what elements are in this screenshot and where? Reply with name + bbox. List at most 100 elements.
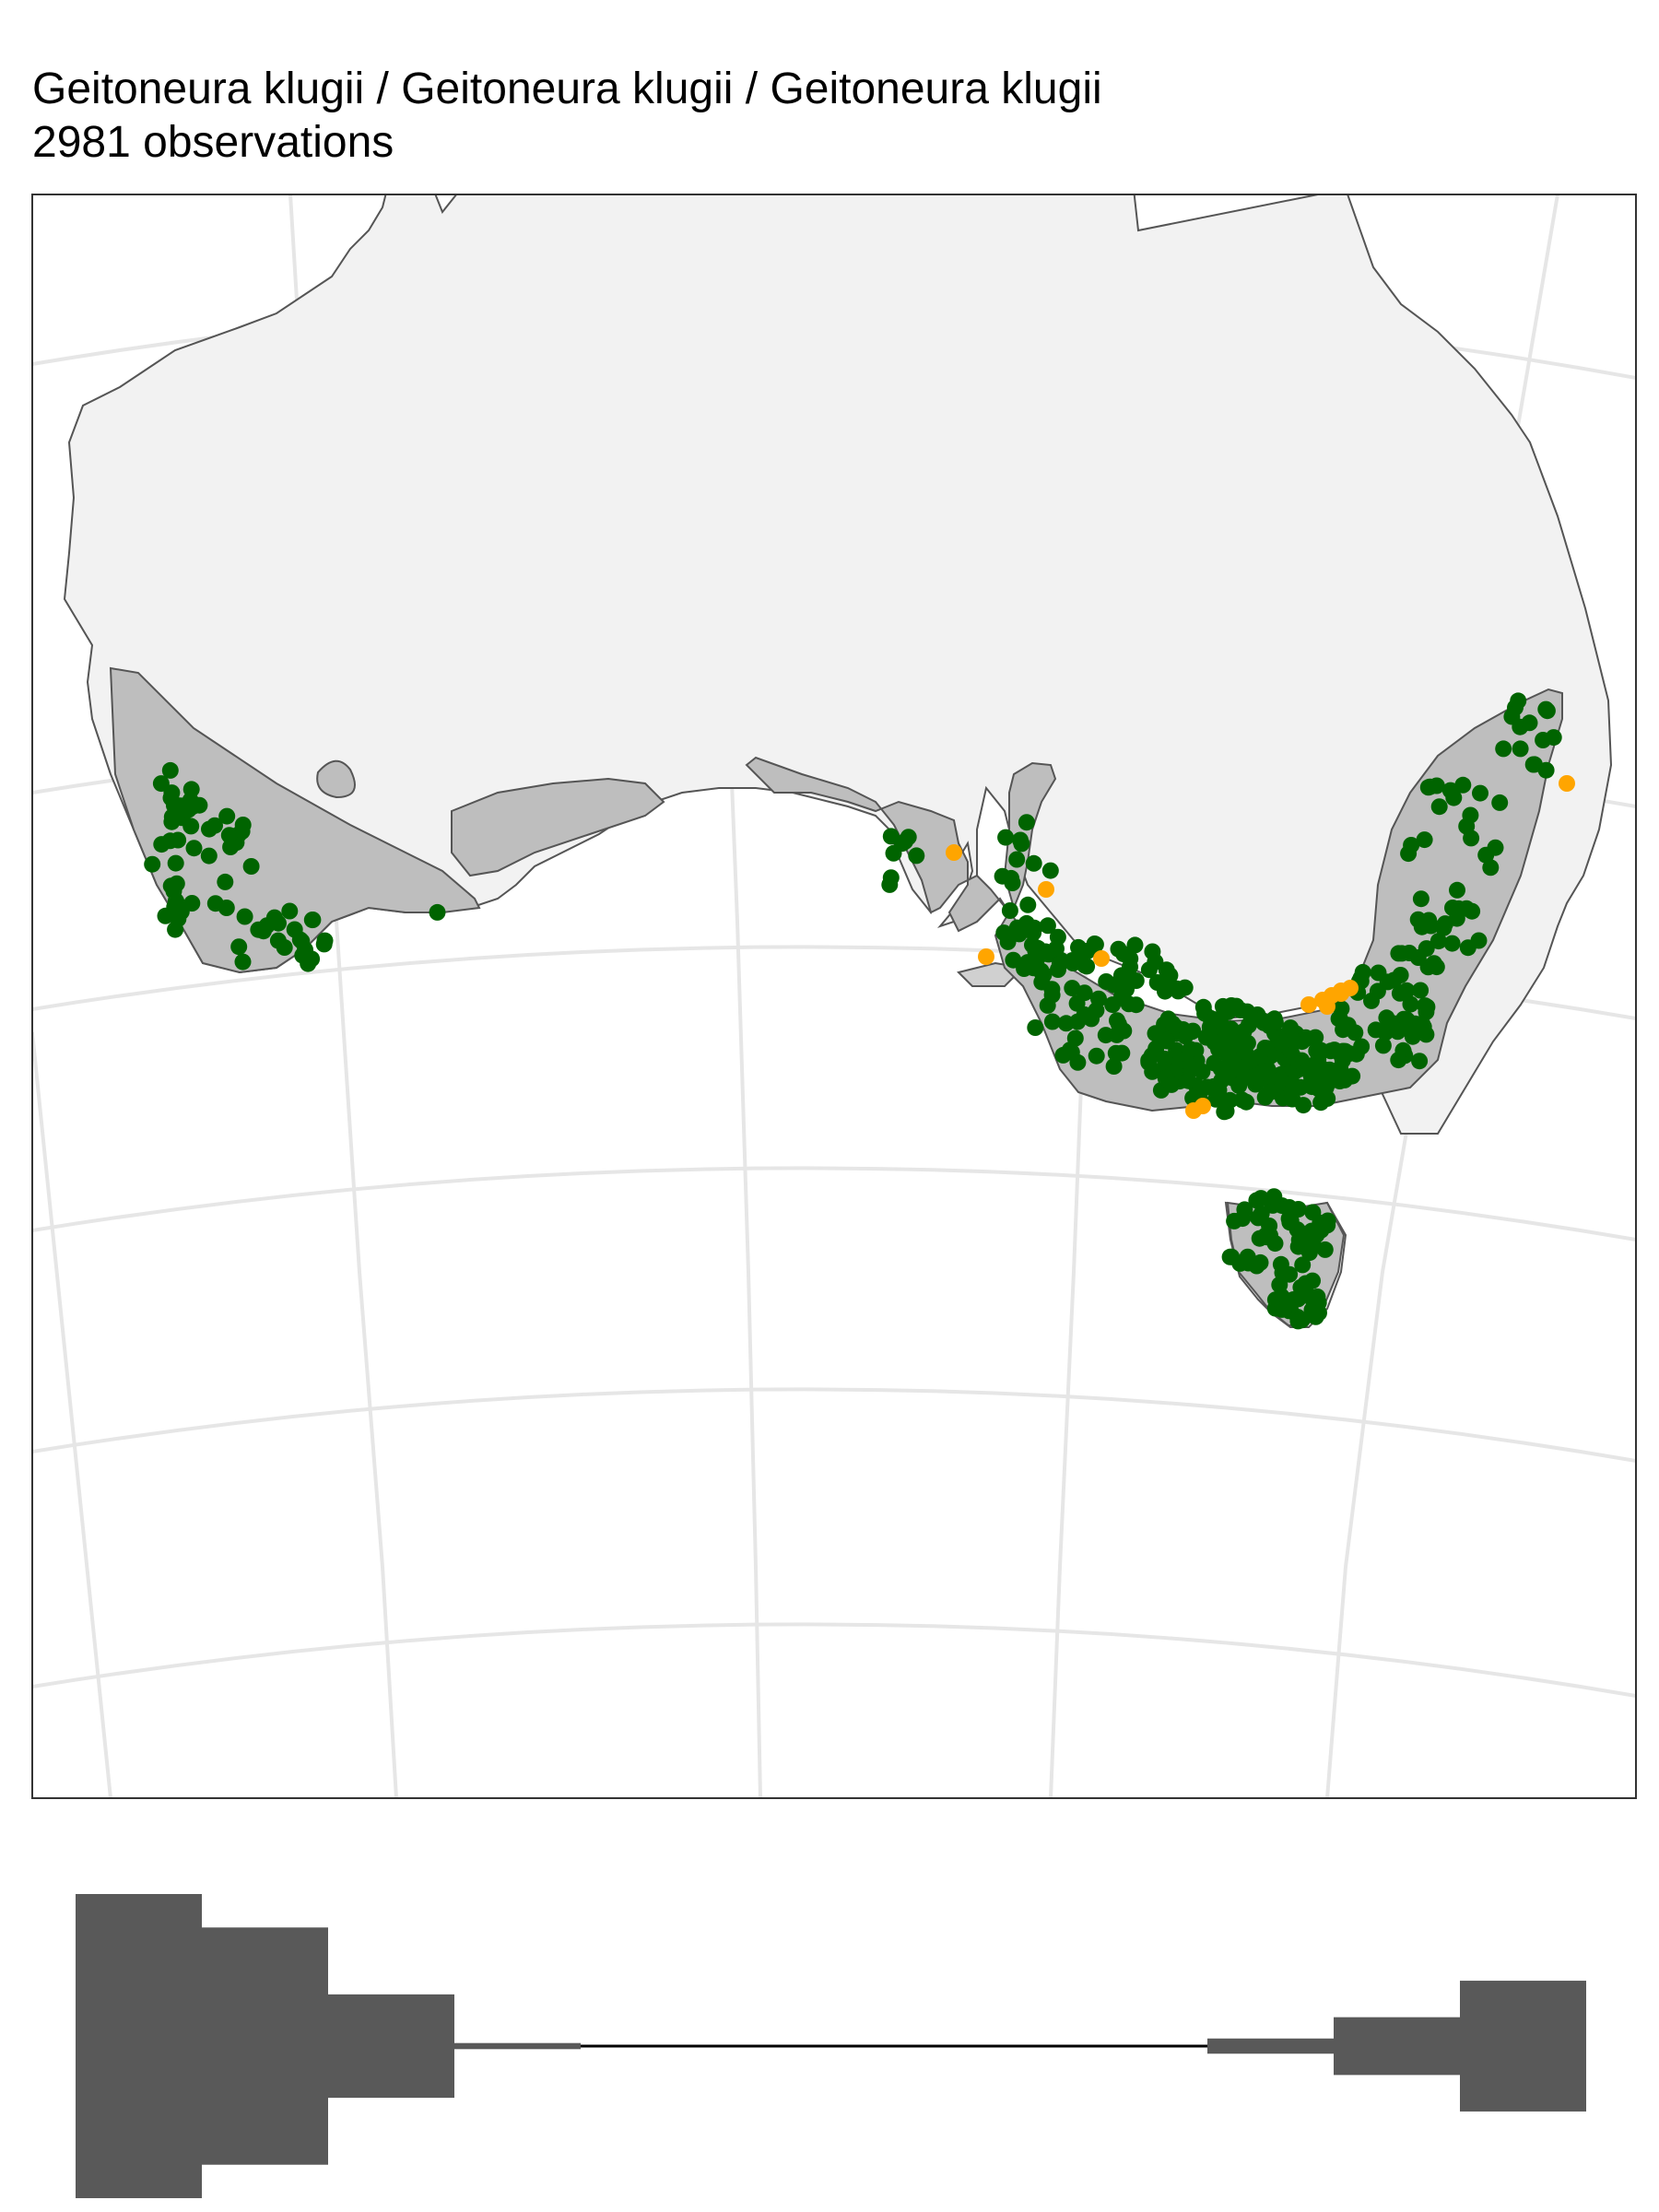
observation-point — [1311, 1080, 1328, 1098]
observation-count: 2981 observations — [32, 118, 394, 167]
observation-point — [1105, 1058, 1123, 1075]
observation-point — [1463, 830, 1480, 847]
observation-point — [144, 855, 161, 873]
observation-point — [1041, 862, 1059, 879]
observation-point — [1086, 935, 1103, 952]
observation-point — [1027, 1019, 1044, 1036]
observation-point — [1411, 1053, 1429, 1070]
observation-point — [1537, 761, 1555, 779]
observation-point — [217, 873, 234, 890]
observation-point — [294, 947, 312, 964]
observation-point — [1278, 1297, 1296, 1314]
observation-point — [236, 908, 253, 925]
observation-point — [997, 829, 1015, 846]
observation-point — [1294, 1256, 1312, 1274]
observation-point — [1495, 740, 1512, 758]
observation-point — [1239, 1034, 1256, 1052]
observation-point — [1226, 1212, 1243, 1230]
observation-point — [429, 903, 446, 921]
observation-point — [234, 953, 252, 971]
observation-point — [1126, 936, 1144, 954]
observation-point — [1510, 692, 1527, 710]
observation-point — [1019, 896, 1037, 913]
observation-point — [1443, 935, 1461, 952]
observation-point — [1425, 955, 1442, 972]
observation-point — [185, 840, 203, 857]
observation-point — [1412, 982, 1430, 999]
observation-point — [1464, 902, 1481, 920]
observation-point — [315, 935, 333, 953]
observation-point — [206, 895, 224, 912]
observation-point — [172, 903, 190, 921]
observation-point — [1008, 851, 1026, 868]
range-nullarbor-west — [451, 777, 665, 877]
observation-points — [144, 692, 1575, 1330]
observation-point — [1213, 1072, 1230, 1089]
observation-point — [1307, 1029, 1324, 1046]
observation-point — [1012, 831, 1029, 849]
observation-point — [1367, 1021, 1384, 1039]
observation-point — [1400, 845, 1418, 863]
observation-point — [1107, 1044, 1124, 1062]
observation-point-secondary — [1559, 775, 1575, 792]
graticule-meridian — [32, 1031, 112, 1798]
observation-point — [1259, 1040, 1277, 1057]
profile-bar — [328, 1994, 454, 2099]
observation-point — [1043, 986, 1061, 1004]
observation-point — [1127, 996, 1145, 1014]
observation-point — [1272, 1255, 1289, 1273]
observation-point — [1063, 1043, 1080, 1061]
map-panel-border — [31, 194, 1637, 1799]
observation-point — [1088, 1047, 1105, 1065]
observation-point — [1441, 782, 1459, 799]
observation-point — [1535, 732, 1552, 748]
observation-point — [1166, 1018, 1183, 1035]
observation-point — [1148, 974, 1166, 991]
observation-point — [1239, 1248, 1256, 1265]
observation-point — [1090, 990, 1107, 1007]
observation-point — [1110, 1016, 1127, 1033]
observation-point — [1391, 984, 1408, 1002]
observation-point — [1289, 1312, 1307, 1330]
observation-point — [1197, 1029, 1215, 1046]
profile-bar — [454, 2042, 581, 2050]
observation-point — [222, 839, 240, 855]
observation-point — [1233, 1091, 1251, 1109]
observation-point — [1220, 1020, 1238, 1038]
observation-point — [163, 784, 181, 802]
observation-point — [167, 854, 184, 872]
observation-point — [1265, 1188, 1283, 1206]
observation-point — [1076, 984, 1093, 1002]
observation-point — [1008, 919, 1026, 936]
observation-point — [1444, 900, 1461, 916]
observation-point — [1304, 1272, 1321, 1289]
observation-point — [230, 938, 248, 956]
observation-point — [1335, 1042, 1352, 1060]
observation-point — [1354, 963, 1371, 981]
observation-point — [1418, 998, 1436, 1016]
observation-point — [1115, 946, 1133, 963]
observation-point — [1472, 784, 1488, 802]
observation-point — [269, 932, 287, 949]
observation-point — [1177, 1028, 1194, 1045]
observation-point — [1001, 902, 1018, 919]
observation-point — [1459, 939, 1477, 957]
observation-point — [234, 817, 252, 833]
observation-point — [1223, 1248, 1241, 1265]
observation-point — [180, 801, 197, 818]
profile-bar — [1460, 1981, 1586, 2112]
observation-point — [1206, 1054, 1223, 1072]
observation-point — [1106, 976, 1124, 994]
profile-bar — [1334, 2017, 1460, 2076]
observation-point-secondary — [1038, 881, 1054, 898]
profile-bar — [76, 1894, 202, 2198]
observation-point — [1217, 1035, 1234, 1053]
observation-point — [281, 902, 299, 920]
observation-point-secondary — [1093, 950, 1110, 967]
observation-point — [1097, 1027, 1114, 1044]
observation-point — [1428, 777, 1445, 794]
observation-point — [1004, 875, 1021, 891]
observation-point-secondary — [1300, 996, 1317, 1013]
graticule-parallel — [32, 1622, 1636, 1698]
observation-point — [1147, 953, 1164, 971]
